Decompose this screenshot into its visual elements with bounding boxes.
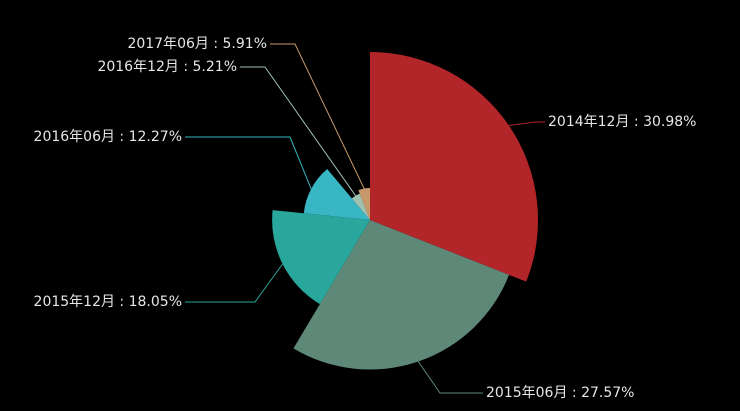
label-separator: : <box>115 294 129 310</box>
label-value: 12.27% <box>129 129 182 145</box>
label-value: 18.05% <box>129 294 182 310</box>
slice-label: 2014年12月 : 30.98% <box>548 114 696 130</box>
rose-slice <box>358 187 370 220</box>
label-separator: : <box>115 129 129 145</box>
leader-line <box>185 263 283 303</box>
rose-slice <box>272 210 370 305</box>
rose-slice <box>293 220 510 370</box>
leader-line <box>417 361 483 394</box>
rose-slice <box>370 52 539 282</box>
label-separator: : <box>629 114 643 130</box>
label-category: 2017年06月 <box>127 36 208 52</box>
label-separator: : <box>209 36 223 52</box>
leader-line <box>240 66 357 196</box>
leader-line <box>508 121 545 126</box>
slice-label: 2015年06月 : 27.57% <box>486 385 634 401</box>
rose-slice <box>303 169 370 220</box>
label-category: 2014年12月 <box>548 114 629 130</box>
label-value: 5.21% <box>193 59 237 75</box>
label-value: 5.91% <box>223 36 267 52</box>
slice-label: 2017年06月 : 5.91% <box>127 36 267 52</box>
rose-slice <box>351 193 370 220</box>
label-category: 2016年06月 <box>34 129 115 145</box>
leader-line <box>185 136 312 190</box>
slice-label: 2015年12月 : 18.05% <box>34 294 182 310</box>
label-category: 2015年06月 <box>486 385 567 401</box>
label-category: 2016年12月 <box>97 59 178 75</box>
slice-label: 2016年06月 : 12.27% <box>34 129 182 145</box>
label-separator: : <box>567 385 581 401</box>
label-value: 30.98% <box>643 114 696 130</box>
label-category: 2015年12月 <box>34 294 115 310</box>
leader-line <box>270 43 365 189</box>
label-separator: : <box>179 59 193 75</box>
label-value: 27.57% <box>581 385 634 401</box>
slice-label: 2016年12月 : 5.21% <box>97 59 237 75</box>
